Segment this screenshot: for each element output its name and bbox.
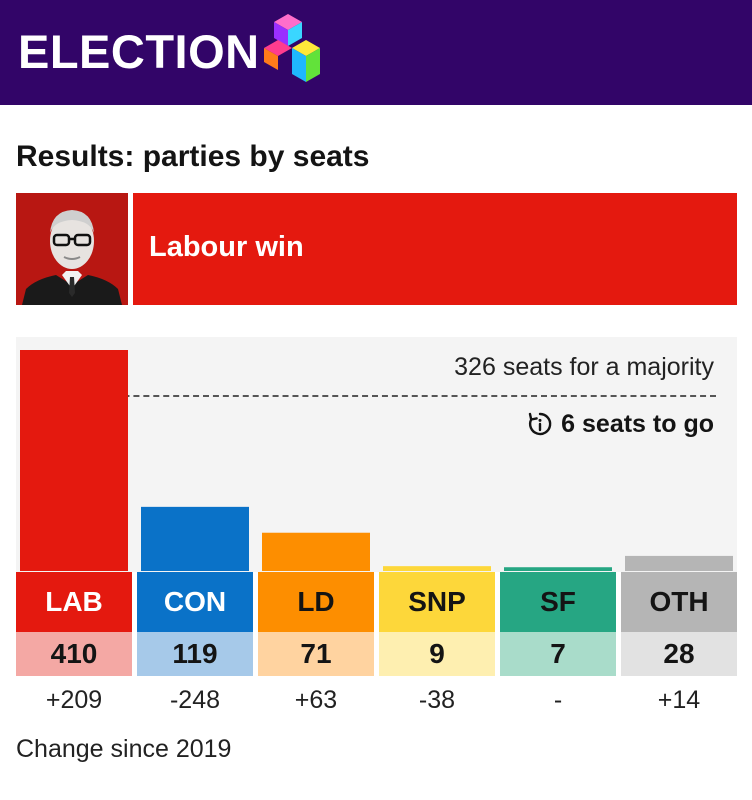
seats-to-go-label: 6 seats to go — [561, 409, 714, 438]
party-label-con: CON — [137, 572, 253, 632]
majority-line — [34, 395, 716, 397]
party-label-lab: LAB — [16, 572, 132, 632]
seat-change-ld: +63 — [294, 686, 338, 714]
seat-count-sf: 7 — [500, 632, 616, 676]
seat-change-lab: +209 — [45, 686, 103, 714]
election-logo-icon — [264, 14, 320, 82]
change-footnote: Change since 2019 — [16, 735, 232, 763]
leader-photo — [16, 193, 128, 305]
seat-change-snp: -38 — [418, 686, 456, 714]
seat-change-sf: - — [553, 686, 563, 714]
portrait-icon — [16, 193, 128, 305]
seat-count-snp: 9 — [379, 632, 495, 676]
result-banner-text: Labour win — [149, 231, 304, 263]
seats-to-go: 6 seats to go — [527, 408, 714, 440]
party-label-sf: SF — [500, 572, 616, 632]
page-title: Results: parties by seats — [16, 140, 370, 173]
seat-change-con: -248 — [169, 686, 221, 714]
seat-change-oth: +14 — [657, 686, 701, 714]
seat-count-lab: 410 — [16, 632, 132, 676]
party-label-snp: SNP — [379, 572, 495, 632]
election-brand: ELECTION — [18, 25, 260, 78]
seat-count-con: 119 — [137, 632, 253, 676]
timer-icon — [528, 412, 552, 436]
party-label-oth: OTH — [621, 572, 737, 632]
result-banner: Labour win — [133, 193, 737, 305]
site-header: ELECTION — [0, 0, 752, 105]
majority-label: 326 seats for a majority — [454, 353, 714, 381]
party-label-ld: LD — [258, 572, 374, 632]
seat-count-ld: 71 — [258, 632, 374, 676]
chart-area — [16, 337, 737, 572]
seat-count-oth: 28 — [621, 632, 737, 676]
